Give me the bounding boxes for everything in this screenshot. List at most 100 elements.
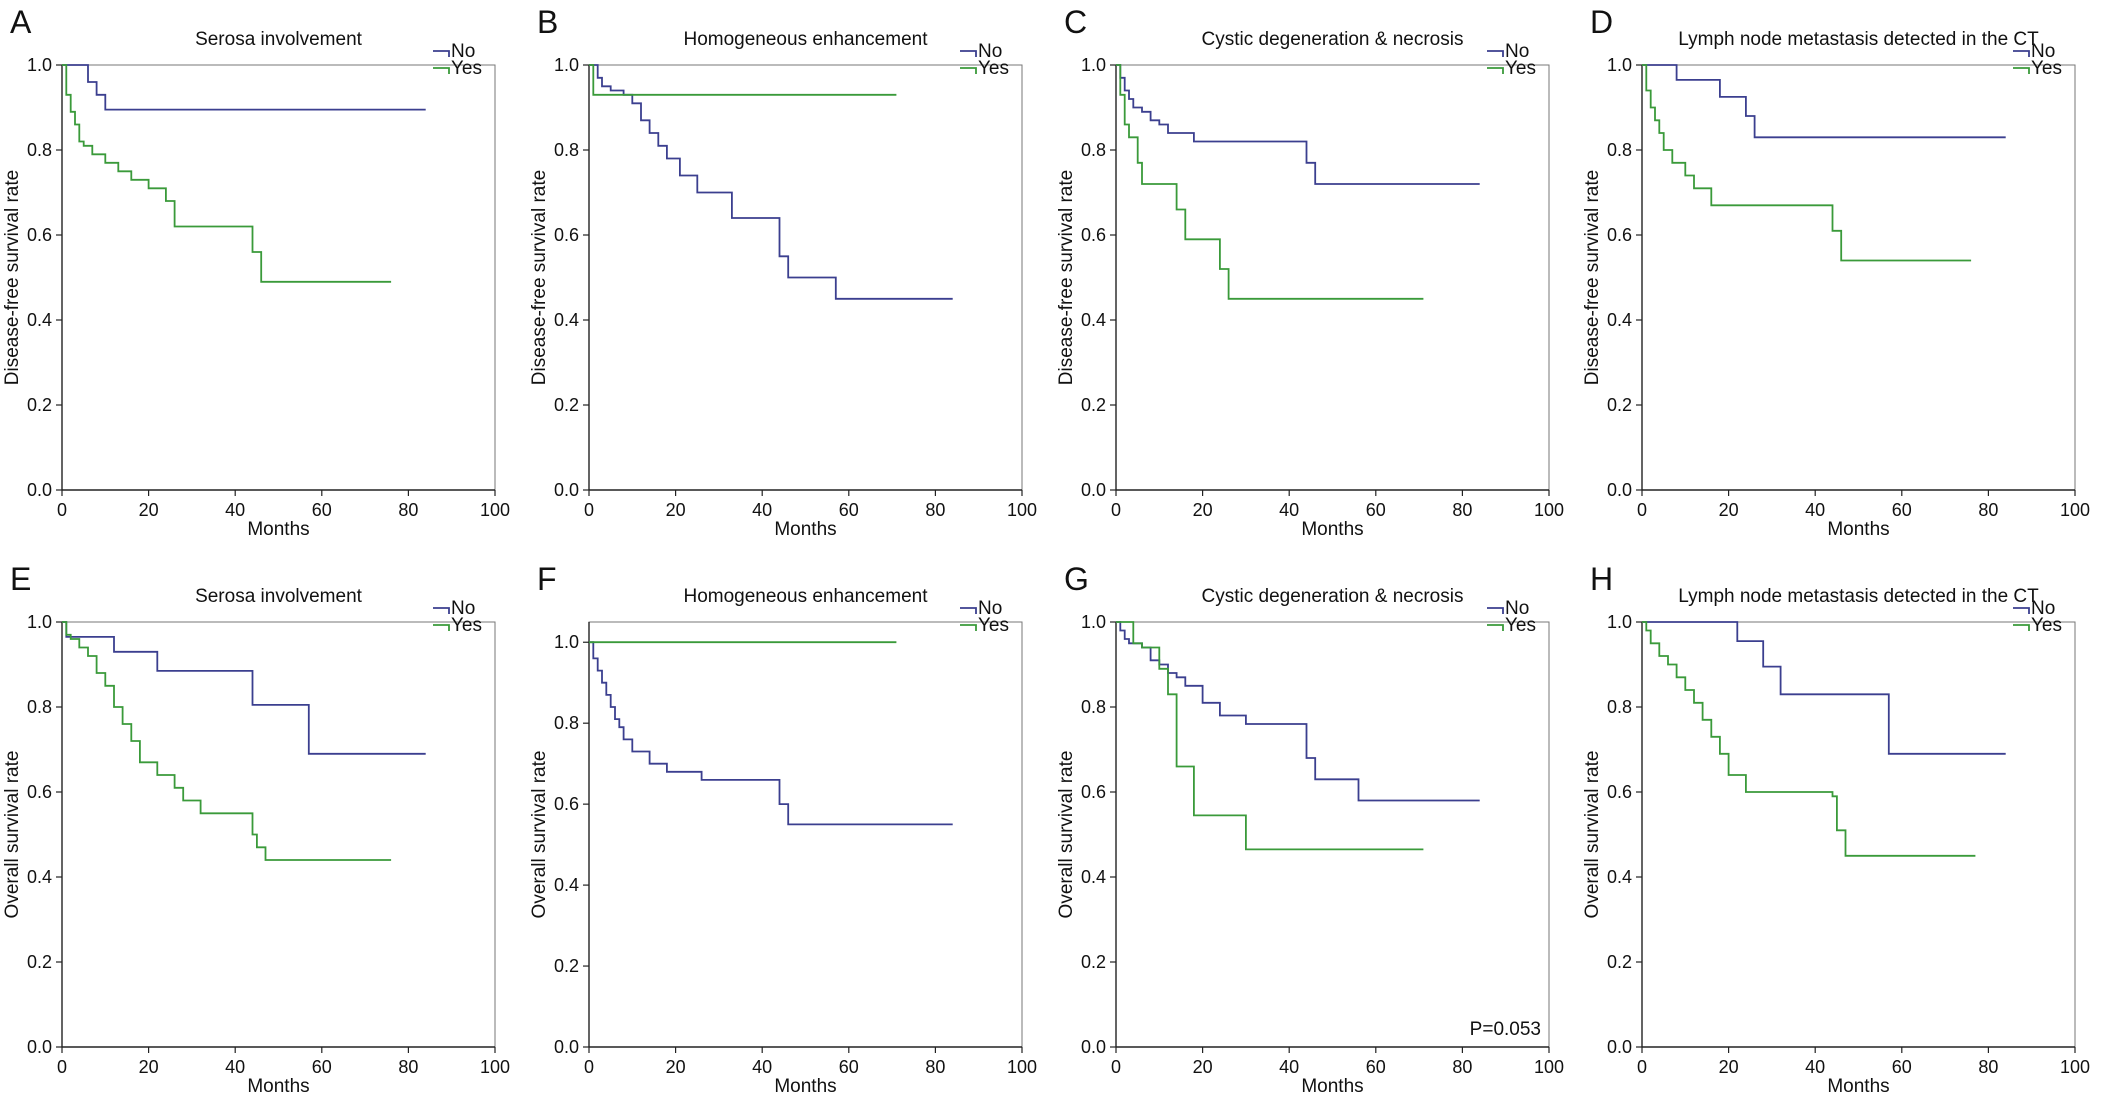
x-tick-label: 0 (1111, 1057, 1121, 1077)
x-tick-label: 20 (666, 500, 686, 520)
legend-swatch-yes (2013, 67, 2030, 74)
y-tick-label: 0.2 (1081, 952, 1106, 972)
y-axis-label: Disease-free survival rate (2, 170, 23, 385)
y-tick-label: 0.8 (554, 713, 579, 733)
legend-swatch-yes (1487, 67, 1504, 74)
chart-panel-e: E Serosa involvement 0.0 0.2 0.4 0.6 0.8 1.0 0 20… (2, 561, 510, 1097)
chart-title: Homogeneous enhancement (683, 29, 928, 50)
y-tick-label: 0.4 (554, 310, 579, 330)
series-line-yes (1642, 64, 1972, 262)
legend-label-no: No (978, 41, 1002, 62)
x-axis-label: Months (1827, 1076, 1889, 1097)
legend-label-no: No (451, 41, 475, 62)
chart-title: Homogeneous enhancement (683, 586, 928, 607)
x-tick-label: 20 (139, 1057, 159, 1077)
series-line-yes (1116, 621, 1424, 851)
y-tick-label: 0.2 (27, 952, 52, 972)
panel-letter: B (537, 4, 558, 40)
x-tick-label: 0 (1637, 500, 1647, 520)
series-line-no (589, 641, 953, 826)
chart-title: Serosa involvement (195, 586, 363, 607)
chart-panel-g: G Cystic degeneration & necrosis 0.0 0.2 0.4… (1056, 561, 1564, 1097)
y-tick-label: 0.6 (1081, 225, 1106, 245)
plot-frame (1115, 621, 1550, 1048)
series-line-no (62, 64, 426, 111)
y-tick-label: 0.2 (27, 395, 52, 415)
legend-label-yes: Yes (451, 58, 482, 79)
y-tick-label: 0.0 (27, 1037, 52, 1057)
x-tick-label: 100 (1007, 500, 1037, 520)
y-tick-label: 0.0 (1607, 480, 1632, 500)
x-tick-label: 100 (1534, 1057, 1564, 1077)
x-tick-label: 0 (1111, 500, 1121, 520)
x-tick-label: 60 (1892, 1057, 1912, 1077)
chart-panel-a: A Serosa involvement 0.0 0.2 0.4 0.6 0.8 1.0 0 20… (2, 4, 510, 540)
y-tick-label: 0.8 (1607, 140, 1632, 160)
legend-label-no: No (2031, 41, 2055, 62)
x-tick-label: 100 (1534, 500, 1564, 520)
legend-label-yes: Yes (2031, 615, 2062, 636)
x-tick-label: 40 (1805, 500, 1825, 520)
y-tick-label: 0.6 (1607, 225, 1632, 245)
x-tick-label: 40 (225, 500, 245, 520)
x-tick-label: 40 (1279, 1057, 1299, 1077)
plot-frame (61, 64, 496, 491)
x-tick-label: 80 (1978, 1057, 1998, 1077)
chart-title: Cystic degeneration & necrosis (1202, 29, 1464, 50)
chart-title: Cystic degeneration & necrosis (1202, 586, 1464, 607)
x-tick-label: 100 (480, 1057, 510, 1077)
legend-swatch-yes (433, 624, 450, 631)
x-tick-label: 60 (839, 1057, 859, 1077)
x-tick-label: 100 (480, 500, 510, 520)
chart-title: Lymph node metastasis detected in the CT (1678, 29, 2039, 50)
y-tick-label: 0.2 (1081, 395, 1106, 415)
y-tick-label: 0.4 (27, 867, 52, 887)
legend-label-no: No (978, 598, 1002, 619)
plot-frame (588, 621, 1023, 1048)
y-axis-label: Disease-free survival rate (529, 170, 550, 385)
y-tick-label: 0.6 (554, 794, 579, 814)
chart-panel-b: B Homogeneous enhancement 0.0 0.2 0.4 0.6 0.8 1… (529, 4, 1037, 540)
chart-panel-h: H Lymph node metastasis detected in the C… (1582, 561, 2090, 1097)
legend-label-no: No (451, 598, 475, 619)
x-axis-label: Months (247, 1076, 309, 1097)
legend-swatch-no (433, 607, 450, 614)
y-tick-label: 1.0 (27, 612, 52, 632)
y-tick-label: 0.6 (1081, 782, 1106, 802)
legend-label-yes: Yes (1505, 615, 1536, 636)
y-tick-label: 0.6 (27, 782, 52, 802)
x-tick-label: 20 (1193, 1057, 1213, 1077)
legend-swatch-yes (960, 624, 977, 631)
x-axis-label: Months (774, 519, 836, 540)
panel-letter: A (10, 4, 32, 40)
legend-swatch-no (960, 607, 977, 614)
legend-swatch-yes (433, 67, 450, 74)
y-tick-label: 0.6 (27, 225, 52, 245)
legend-label-no: No (1505, 598, 1529, 619)
series-line-yes (1642, 621, 1976, 857)
legend-swatch-no (433, 50, 450, 57)
plot-frame (1641, 621, 2076, 1048)
y-tick-label: 1.0 (1607, 55, 1632, 75)
legend-swatch-no (2013, 607, 2030, 614)
legend-swatch-no (1487, 607, 1504, 614)
series-line-no (1642, 64, 2006, 139)
x-tick-label: 60 (312, 1057, 332, 1077)
chart-title: Serosa involvement (195, 29, 363, 50)
x-axis-label: Months (1301, 519, 1363, 540)
series-line-no (1116, 64, 1480, 185)
y-tick-label: 0.2 (554, 956, 579, 976)
legend-label-yes: Yes (978, 58, 1009, 79)
x-tick-label: 80 (1452, 500, 1472, 520)
series-line-yes (1116, 64, 1424, 300)
x-tick-label: 60 (312, 500, 332, 520)
panel-letter: E (10, 561, 31, 597)
x-tick-label: 0 (584, 1057, 594, 1077)
y-tick-label: 0.6 (1607, 782, 1632, 802)
chart-title: Lymph node metastasis detected in the CT (1678, 586, 2039, 607)
y-tick-label: 0.4 (554, 875, 579, 895)
legend-label-no: No (2031, 598, 2055, 619)
y-axis-label: Overall survival rate (1056, 751, 1077, 919)
plot-frame (1115, 64, 1550, 491)
x-tick-label: 20 (1193, 500, 1213, 520)
